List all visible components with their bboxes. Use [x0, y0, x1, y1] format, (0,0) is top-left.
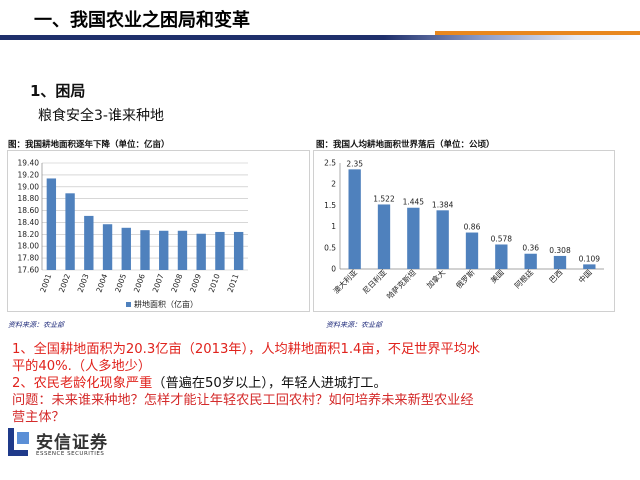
title-accent-bar [435, 31, 640, 35]
data-label: 0.109 [579, 254, 601, 263]
x-tick-label: 2001 [38, 272, 53, 293]
y-tick-label: 19.40 [18, 159, 40, 168]
x-tick-label: 2010 [207, 272, 222, 293]
bar [465, 232, 479, 269]
data-label: 0.86 [464, 223, 481, 232]
body-line-3-red: 2、农民老龄化现象严重 [12, 376, 153, 391]
logo-name: 安信证券 [36, 433, 108, 453]
bar [177, 230, 188, 270]
y-tick-label: 2.5 [324, 159, 336, 168]
x-tick-label: 阿根廷 [512, 267, 535, 290]
bar [348, 169, 361, 269]
body-line-5: 营主体？ [12, 410, 65, 425]
legend-label: 耕地面积（亿亩） [134, 299, 198, 309]
x-tick-label: 2004 [94, 272, 109, 293]
data-label: 0.308 [549, 246, 571, 255]
body-line-3: 2、农民老龄化现象严重（普遍在50岁以上），年轻人进城打工。 [12, 375, 612, 392]
bar [121, 227, 131, 270]
y-tick-label: 2 [331, 180, 336, 189]
bar [46, 178, 57, 270]
x-tick-label: 2009 [188, 272, 203, 293]
bar [65, 193, 75, 270]
right-chart-box: 0 0.5 1 1.5 2 2.5 2.35 澳大利亚 1.522 尼日利亚 1.445 哈萨克斯坦 1… [313, 150, 615, 312]
left-source: 资料来源：农业部 [8, 321, 64, 329]
legend-swatch [126, 302, 131, 307]
data-label: 0.36 [522, 244, 539, 253]
x-tick-label: 尼日利亚 [360, 267, 389, 296]
x-tick-label: 中国 [576, 267, 594, 285]
y-tick-label: 19.20 [18, 170, 40, 179]
x-tick-label: 2007 [151, 272, 166, 293]
y-tick-label: 18.60 [18, 206, 40, 215]
bar [377, 204, 391, 269]
y-tick-label: 18.20 [18, 230, 40, 239]
body-line-2: 平的40%.（人多地少） [12, 359, 152, 374]
bar [102, 224, 113, 270]
left-chart-box: 17.60 17.80 18.00 18.20 18.40 18.60 18.80 19.00… [7, 150, 310, 312]
x-tick-label: 2002 [57, 272, 72, 293]
bar [233, 231, 244, 270]
y-tick-label: 17.80 [18, 254, 40, 263]
body-line-1: 1、全国耕地面积为20.3亿亩（2013年），人均耕地面积1.4亩，不足世界平均… [12, 342, 481, 357]
logo-sub: ESSENCE SECURITIES [36, 451, 105, 457]
section-heading: 1、困局 [30, 82, 86, 100]
x-tick-label: 2005 [113, 272, 128, 293]
body-line-4: 问题：未来谁来种地？怎样才能让年轻农民工回农村？如何培养未来新型农业经 [12, 393, 474, 408]
bar [436, 210, 449, 269]
y-tick-label: 18.40 [18, 218, 40, 227]
bar [553, 255, 567, 269]
bar [159, 230, 169, 270]
data-label: 1.445 [403, 198, 425, 207]
essence-logo-icon [8, 428, 29, 456]
y-tick-label: 0.5 [324, 243, 336, 252]
section-subheading: 粮食安全3-谁来种地 [38, 108, 164, 124]
left-chart-svg: 17.60 17.80 18.00 18.20 18.40 18.60 18.80 19.00… [18, 159, 248, 309]
bar [583, 264, 596, 269]
x-tick-label: 加拿大 [424, 267, 447, 290]
x-tick-label: 2011 [226, 272, 241, 293]
bar [215, 231, 225, 270]
title-underline-bar [0, 35, 640, 40]
body-line-3-black: （普遍在50岁以上），年轻人进城打工。 [152, 376, 387, 391]
body-text: 1、全国耕地面积为20.3亿亩（2013年），人均耕地面积1.4亩，不足世界平均… [12, 341, 612, 426]
right-chart-svg: 00.511.522.5 2.35澳大利亚1.522尼日利亚1.445哈萨克斯坦1… [324, 159, 604, 301]
data-label: 2.35 [346, 159, 363, 168]
y-tick-label: 19.00 [18, 182, 40, 191]
company-logo: 安信证券 ESSENCE SECURITIES [6, 424, 136, 468]
x-tick-label: 2006 [132, 272, 147, 293]
y-tick-label: 18.80 [18, 194, 40, 203]
x-tick-label: 俄罗斯 [453, 267, 476, 290]
right-chart-title: 图：我国人均耕地面积世界落后（单位：公顷） [316, 140, 495, 150]
y-tick-label: 18.00 [18, 242, 40, 251]
y-tick-label: 0 [331, 265, 336, 274]
data-label: 1.522 [373, 194, 395, 203]
right-source: 资料来源：农业部 [326, 321, 382, 329]
data-label: 0.578 [491, 234, 513, 243]
bar [84, 215, 94, 270]
left-chart-title: 图：我国耕地面积逐年下降（单位：亿亩） [8, 140, 170, 150]
y-tick-label: 1.5 [324, 201, 336, 210]
x-tick-label: 哈萨克斯坦 [384, 267, 418, 301]
bar [495, 244, 508, 269]
data-label: 1.384 [432, 200, 454, 209]
x-tick-label: 美国 [488, 267, 506, 285]
bar [196, 233, 206, 270]
bar [407, 207, 420, 269]
x-tick-label: 2003 [76, 272, 91, 293]
slide-title: 一、我国农业之困局和变革 [34, 10, 250, 31]
bar [524, 253, 537, 269]
y-tick-label: 1 [331, 222, 336, 231]
x-tick-label: 巴西 [547, 268, 564, 285]
bar [140, 230, 150, 270]
y-tick-label: 17.60 [18, 266, 40, 275]
x-tick-label: 2008 [169, 272, 184, 293]
